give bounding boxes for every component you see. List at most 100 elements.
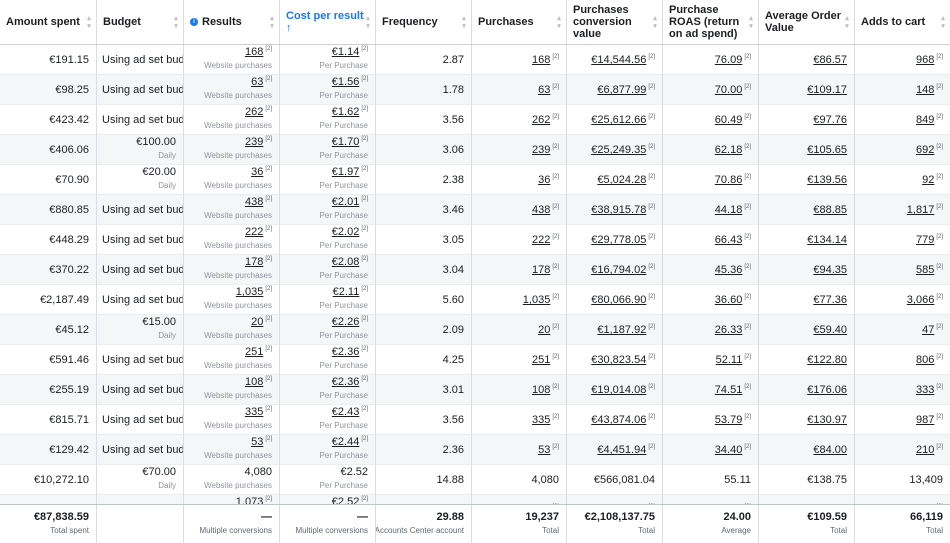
value-cpr[interactable]: €1.62 [2] xyxy=(332,106,368,118)
value-pcv[interactable]: €25,249.35 [2] xyxy=(591,144,655,156)
value-aov[interactable]: €122.80 xyxy=(807,354,847,366)
value-aov[interactable]: €139.56 xyxy=(807,174,847,186)
value-aov[interactable]: €130.97 xyxy=(807,414,847,426)
value-results[interactable]: 53 [2] xyxy=(251,436,272,448)
value-atc[interactable]: 968 [2] xyxy=(916,54,943,66)
column-header-amount[interactable]: Amount spent ▴▾ xyxy=(0,0,97,44)
value-atc[interactable]: 987 [2] xyxy=(916,414,943,426)
value-pcv[interactable]: €29,778.05 [2] xyxy=(591,234,655,246)
column-header-pcv[interactable]: Purchases conversion value ▴▾ xyxy=(567,0,663,44)
value-results[interactable]: 178 [2] xyxy=(245,256,272,268)
value-atc[interactable]: 3,066 [2] xyxy=(907,294,943,306)
value-purchases[interactable]: 63 [2] xyxy=(538,84,559,96)
value-roas[interactable]: 52.11 [2] xyxy=(716,354,751,366)
value-roas[interactable]: 62.18 [2] xyxy=(715,144,751,156)
value-cpr[interactable]: €1.56 [2] xyxy=(332,76,368,88)
value-cpr[interactable]: €2.26 [2] xyxy=(332,316,368,328)
value-aov[interactable]: €86.57 xyxy=(813,54,847,66)
value-purchases[interactable]: 438 [2] xyxy=(532,204,559,216)
value-atc[interactable]: 806 [2] xyxy=(916,354,943,366)
value-pcv[interactable]: €6,877.99 [2] xyxy=(597,84,655,96)
sort-arrows-icon[interactable]: ▴▾ xyxy=(747,14,754,30)
column-header-atc[interactable]: Adds to cart ▴▾ xyxy=(855,0,950,44)
value-aov[interactable]: €77.36 xyxy=(813,294,847,306)
column-header-results[interactable]: i Results ▴▾ xyxy=(184,0,280,44)
value-purchases[interactable]: 251 [2] xyxy=(532,354,559,366)
value-atc[interactable]: 47 [2] xyxy=(922,324,943,336)
value-aov[interactable]: €109.17 xyxy=(807,84,847,96)
value-atc[interactable]: 148 [2] xyxy=(916,84,943,96)
value-results[interactable]: 168 [2] xyxy=(245,46,272,58)
value-aov[interactable]: €94.35 xyxy=(813,264,847,276)
value-pcv[interactable]: €38,915.78 [2] xyxy=(591,204,655,216)
value-cpr[interactable]: €2.01 [2] xyxy=(332,196,368,208)
value-roas[interactable]: 60.49 [2] xyxy=(715,114,751,126)
value-cpr[interactable]: €1.14 [2] xyxy=(332,46,368,58)
value-purchases[interactable]: 108 [2] xyxy=(532,384,559,396)
table-row[interactable]: €10,272.10 €70.00 Daily 4,080 Website purcha… xyxy=(0,465,950,495)
value-pcv[interactable]: €14,544.56 [2] xyxy=(591,54,655,66)
value-roas[interactable]: 34.40 [2] xyxy=(715,444,751,456)
value-purchases[interactable]: 36 [2] xyxy=(538,174,559,186)
value-purchases[interactable]: 20 [2] xyxy=(538,324,559,336)
value-results[interactable]: 36 [2] xyxy=(251,166,272,178)
value-roas[interactable]: 66.43 [2] xyxy=(715,234,751,246)
value-roas[interactable]: 70.86 [2] xyxy=(715,174,751,186)
value-aov[interactable]: €84.00 xyxy=(813,444,847,456)
sort-arrows-icon[interactable]: ▴▾ xyxy=(651,14,658,30)
value-atc[interactable]: 1,817 [2] xyxy=(907,204,943,216)
column-header-roas[interactable]: Purchase ROAS (return on ad spend) ▴▾ xyxy=(663,0,759,44)
table-row[interactable]: €406.06 €100.00 Daily 239 [2] Website purchas… xyxy=(0,135,950,165)
value-results[interactable]: 335 [2] xyxy=(245,406,272,418)
value-roas[interactable]: 36.60 [2] xyxy=(715,294,751,306)
value-pcv[interactable]: €43,874.06 [2] xyxy=(591,414,655,426)
value-roas[interactable]: 26.33 [2] xyxy=(715,324,751,336)
value-results[interactable]: 239 [2] xyxy=(245,136,272,148)
value-results[interactable]: 222 [2] xyxy=(245,226,272,238)
value-pcv[interactable]: €1,187.92 [2] xyxy=(597,324,655,336)
value-pcv[interactable]: €30,823.54 [2] xyxy=(591,354,655,366)
value-results[interactable]: 251 [2] xyxy=(245,346,272,358)
value-cpr[interactable]: €2.02 [2] xyxy=(332,226,368,238)
value-atc[interactable]: 92 [2] xyxy=(922,174,943,186)
value-purchases[interactable]: 335 [2] xyxy=(532,414,559,426)
value-cpr[interactable]: €1.70 [2] xyxy=(332,136,368,148)
value-results[interactable]: 438 [2] xyxy=(245,196,272,208)
value-aov[interactable]: €88.85 xyxy=(813,204,847,216)
table-row[interactable]: €45.12 €15.00 Daily 20 [2] Website purchases €… xyxy=(0,315,950,345)
value-roas[interactable]: 53.79 [2] xyxy=(715,414,751,426)
sort-arrows-icon[interactable]: ▴▾ xyxy=(843,14,850,30)
table-row[interactable]: €70.90 €20.00 Daily 36 [2] Website purchases €… xyxy=(0,165,950,195)
value-purchases[interactable]: 222 [2] xyxy=(532,234,559,246)
value-pcv[interactable]: €80,066.90 [2] xyxy=(591,294,655,306)
sort-arrows-icon[interactable]: ▴▾ xyxy=(172,14,179,30)
sort-arrows-icon[interactable]: ▴▾ xyxy=(939,14,946,30)
value-cpr[interactable]: €2.36 [2] xyxy=(332,346,368,358)
value-cpr[interactable]: €2.43 [2] xyxy=(332,406,368,418)
value-results[interactable]: 63 [2] xyxy=(251,76,272,88)
value-pcv[interactable]: €5,024.28 [2] xyxy=(597,174,655,186)
value-results[interactable]: 20 [2] xyxy=(251,316,272,328)
value-pcv[interactable]: €19,014.08 [2] xyxy=(591,384,655,396)
value-aov[interactable]: €59.40 xyxy=(813,324,847,336)
column-header-purchases[interactable]: Purchases ▴▾ xyxy=(472,0,567,44)
value-roas[interactable]: 70.00 [2] xyxy=(715,84,751,96)
value-pcv[interactable]: €16,794.02 [2] xyxy=(591,264,655,276)
sort-arrows-icon[interactable]: ▴▾ xyxy=(555,14,562,30)
value-cpr[interactable]: €2.44 [2] xyxy=(332,436,368,448)
value-atc[interactable]: 692 [2] xyxy=(916,144,943,156)
value-roas[interactable]: 74.51 [2] xyxy=(715,384,751,396)
sort-arrows-icon[interactable]: ▴▾ xyxy=(364,14,371,30)
value-purchases[interactable]: 262 [2] xyxy=(532,114,559,126)
value-cpr[interactable]: €2.08 [2] xyxy=(332,256,368,268)
value-purchases[interactable]: 239 [2] xyxy=(532,144,559,156)
